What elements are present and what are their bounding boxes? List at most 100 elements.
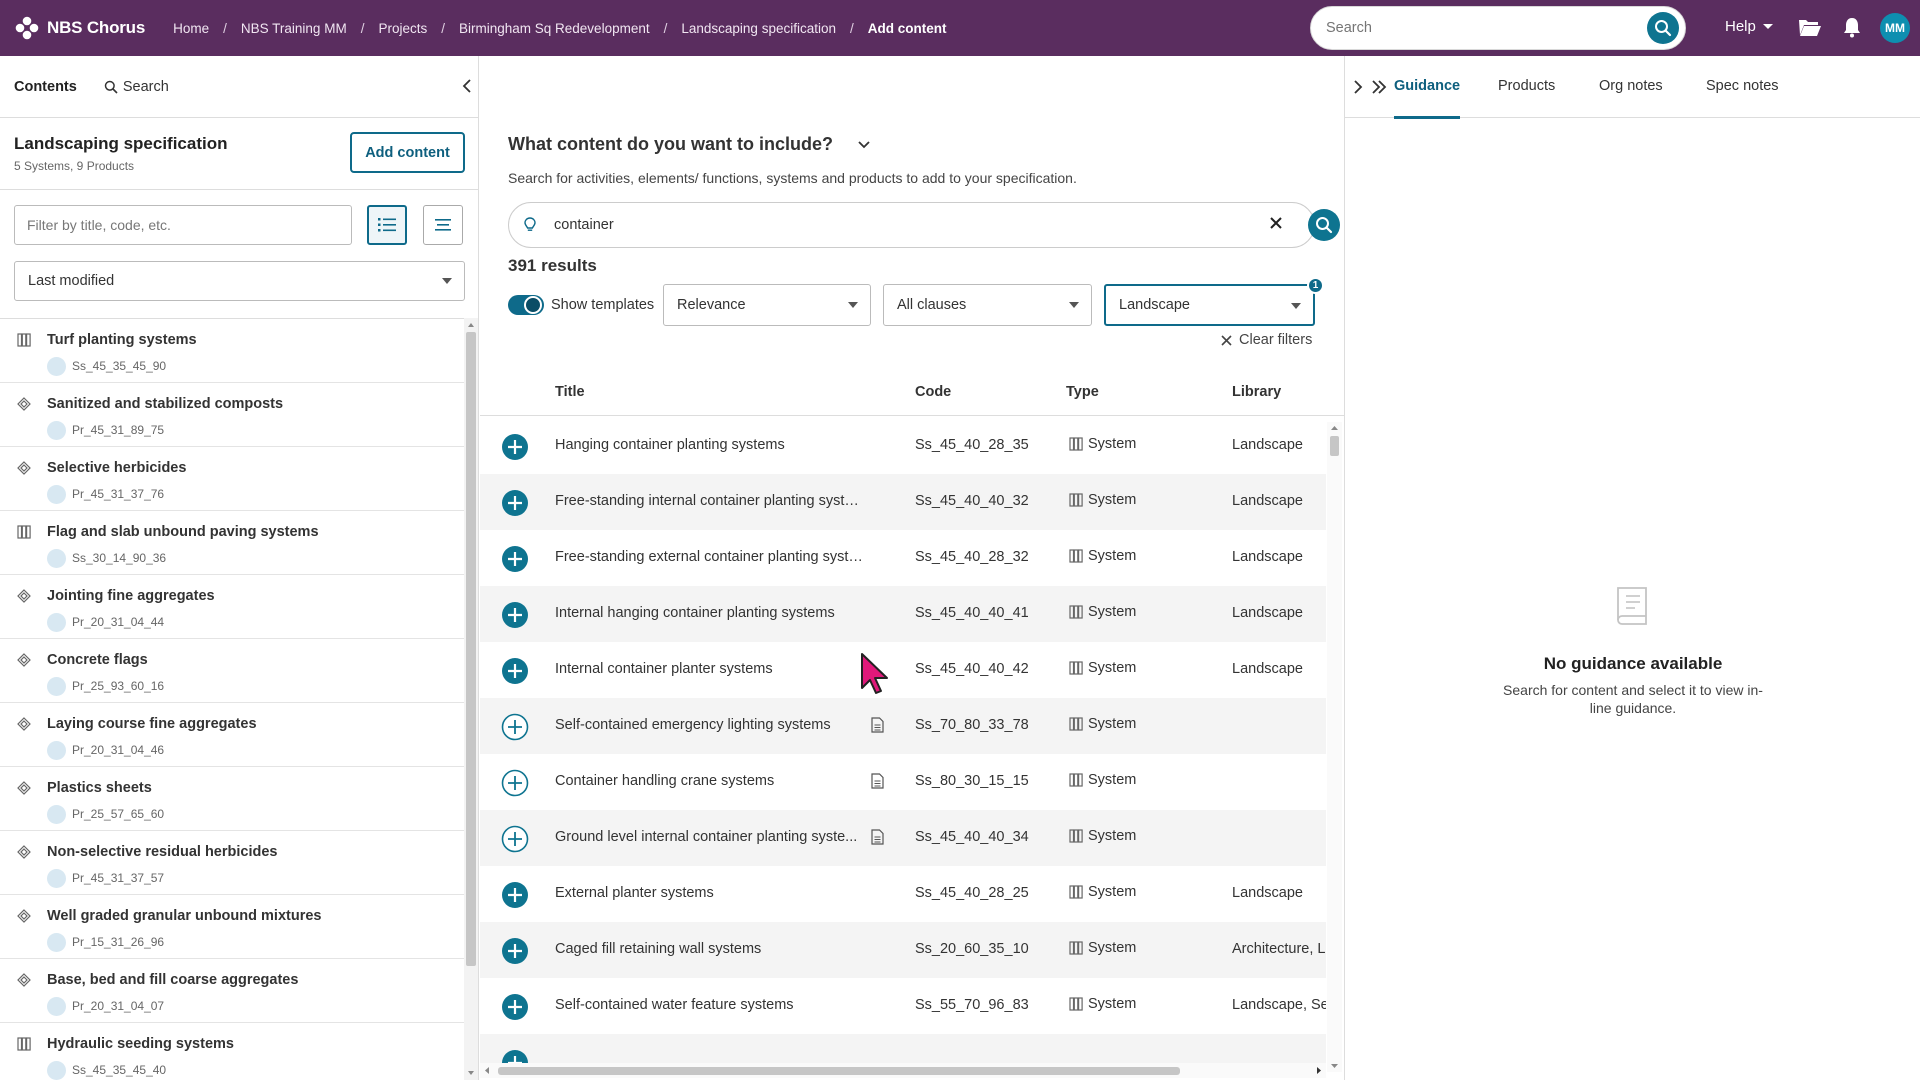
user-avatar[interactable]: MM [1880,13,1910,43]
tab-contents[interactable]: Contents [14,78,77,95]
sort-select-value: Last modified [28,273,115,289]
add-row-button[interactable] [501,993,529,1026]
show-templates-toggle[interactable] [508,295,544,315]
results-vertical-scrollbar[interactable] [1327,422,1342,1072]
contents-list-item[interactable]: Flag and slab unbound paving systems Ss_3… [0,511,465,575]
contents-list-item[interactable]: Jointing fine aggregates Pr_20_31_04_44 [0,575,465,639]
column-library[interactable]: Library [1232,384,1282,400]
tab-search[interactable]: Search [104,56,169,118]
breadcrumb-separator: / [360,20,365,36]
results-row[interactable]: Hanging container planting systems Ss_45_… [480,418,1326,474]
breadcrumb-projects[interactable]: Projects [378,20,428,36]
list-compact-icon [435,219,451,231]
contents-list-item[interactable]: Non-selective residual herbicides Pr_45_3… [0,831,465,895]
status-dot [47,357,66,376]
add-row-button[interactable] [501,489,529,522]
breadcrumb-home[interactable]: Home [173,20,210,36]
no-guidance-text: Search for content and select it to view… [1503,682,1763,716]
contents-list-item[interactable]: Well graded granular unbound mixtures Pr_… [0,895,465,959]
row-type-label: System [1088,940,1137,956]
item-code: Pr_25_57_65_60 [72,807,165,821]
row-type: System [1069,828,1136,844]
contents-list-item[interactable]: Selective herbicides Pr_45_31_37_76 [0,447,465,511]
content-search-value[interactable]: container [554,217,614,233]
status-dot [47,485,66,504]
status-dot [47,869,66,888]
contents-list-item[interactable]: Laying course fine aggregates Pr_20_31_04… [0,703,465,767]
system-icon [1069,773,1083,787]
contents-list-item[interactable]: Sanitized and stabilized composts Pr_45_3… [0,383,465,447]
breadcrumb-project[interactable]: Birmingham Sq Redevelopment [459,20,650,36]
add-circle-filled-icon [502,546,528,572]
global-search-button[interactable] [1647,12,1679,44]
double-chevron-right-icon[interactable] [1371,79,1387,95]
add-row-button[interactable] [501,937,529,970]
system-icon [17,525,31,539]
add-row-button[interactable] [501,825,529,858]
library-select[interactable]: Landscape [1104,284,1315,326]
results-horizontal-scrollbar[interactable] [480,1063,1326,1078]
clauses-select[interactable]: All clauses [883,284,1092,326]
breadcrumb-separator: / [663,20,668,36]
product-icon [17,397,31,411]
collapse-sidebar-icon[interactable] [461,78,473,94]
tab-products[interactable]: Products [1498,78,1556,94]
sidebar-scroll-thumb[interactable] [466,332,476,966]
content-search[interactable]: container [508,202,1340,248]
results-row[interactable]: Ground level internal container planting… [480,810,1326,866]
breadcrumb-specification[interactable]: Landscaping specification [681,20,836,36]
help-menu[interactable]: Help [1725,18,1774,35]
chevron-right-icon[interactable] [1353,79,1363,95]
results-row[interactable]: Caged fill retaining wall systems Ss_20_6… [480,922,1326,978]
relevance-select[interactable]: Relevance [663,284,871,326]
breadcrumb-organisation[interactable]: NBS Training MM [240,20,347,36]
add-row-button[interactable] [501,881,529,914]
results-row[interactable]: Internal hanging container planting syst… [480,586,1326,642]
global-search [1310,6,1686,50]
global-search-input[interactable] [1326,20,1626,36]
add-row-button[interactable] [501,545,529,578]
content-search-button[interactable] [1308,209,1340,241]
tab-org-notes[interactable]: Org notes [1599,78,1663,94]
results-row[interactable]: External planter systems Ss_45_40_28_25 Sy… [480,866,1326,922]
item-code: Pr_45_31_89_75 [72,423,165,437]
results-scroll-thumb[interactable] [1330,436,1339,456]
contents-sidebar: Contents Search Landscaping specificatio… [0,56,479,1080]
column-type[interactable]: Type [1066,384,1099,400]
results-row[interactable]: Container handling crane systems Ss_80_30… [480,754,1326,810]
contents-list-item[interactable]: Base, bed and fill coarse aggregates Pr_2… [0,959,465,1023]
sort-select[interactable]: Last modified [14,261,465,301]
results-row[interactable]: Free-standing internal container plantin… [480,474,1326,530]
results-row[interactable]: Internal container planter systems Ss_45_… [480,642,1326,698]
list-view-button[interactable] [367,205,407,245]
contents-list-item[interactable]: Turf planting systems Ss_45_35_45_90 [0,319,465,383]
system-icon [1069,941,1083,955]
results-row[interactable]: Free-standing external container plantin… [480,530,1326,586]
contents-list-item[interactable]: Hydraulic seeding systems Ss_45_35_45_40 [0,1023,465,1080]
add-row-button[interactable] [501,433,529,466]
add-row-button[interactable] [501,713,529,746]
compact-view-button[interactable] [423,205,463,245]
bell-icon[interactable] [1842,16,1862,38]
add-row-button[interactable] [501,769,529,802]
add-row-button[interactable] [501,601,529,634]
results-hscroll-thumb[interactable] [498,1067,1180,1075]
clear-filters-link[interactable]: Clear filters [1221,332,1312,348]
clear-search-icon[interactable] [1269,216,1283,230]
folder-open-icon[interactable] [1798,16,1822,38]
results-row[interactable]: Self-contained water feature systems Ss_5… [480,978,1326,1034]
tab-spec-notes[interactable]: Spec notes [1706,78,1779,94]
contents-list-item[interactable]: Plastics sheets Pr_25_57_65_60 [0,767,465,831]
sidebar-scrollbar[interactable] [464,318,478,1080]
results-row[interactable]: Self-contained emergency lighting system… [480,698,1326,754]
column-code[interactable]: Code [915,384,952,400]
contents-list-item[interactable]: Concrete flags Pr_25_93_60_16 [0,639,465,703]
column-title[interactable]: Title [555,384,585,400]
row-library: Landscape [1232,493,1303,509]
content-heading[interactable]: What content do you want to include? [508,134,871,155]
filter-input[interactable]: Filter by title, code, etc. [14,205,352,245]
tab-guidance[interactable]: Guidance [1394,78,1461,119]
add-row-button[interactable] [501,657,529,690]
app-logo[interactable]: NBS Chorus [14,15,145,41]
add-content-button[interactable]: Add content [350,132,465,173]
